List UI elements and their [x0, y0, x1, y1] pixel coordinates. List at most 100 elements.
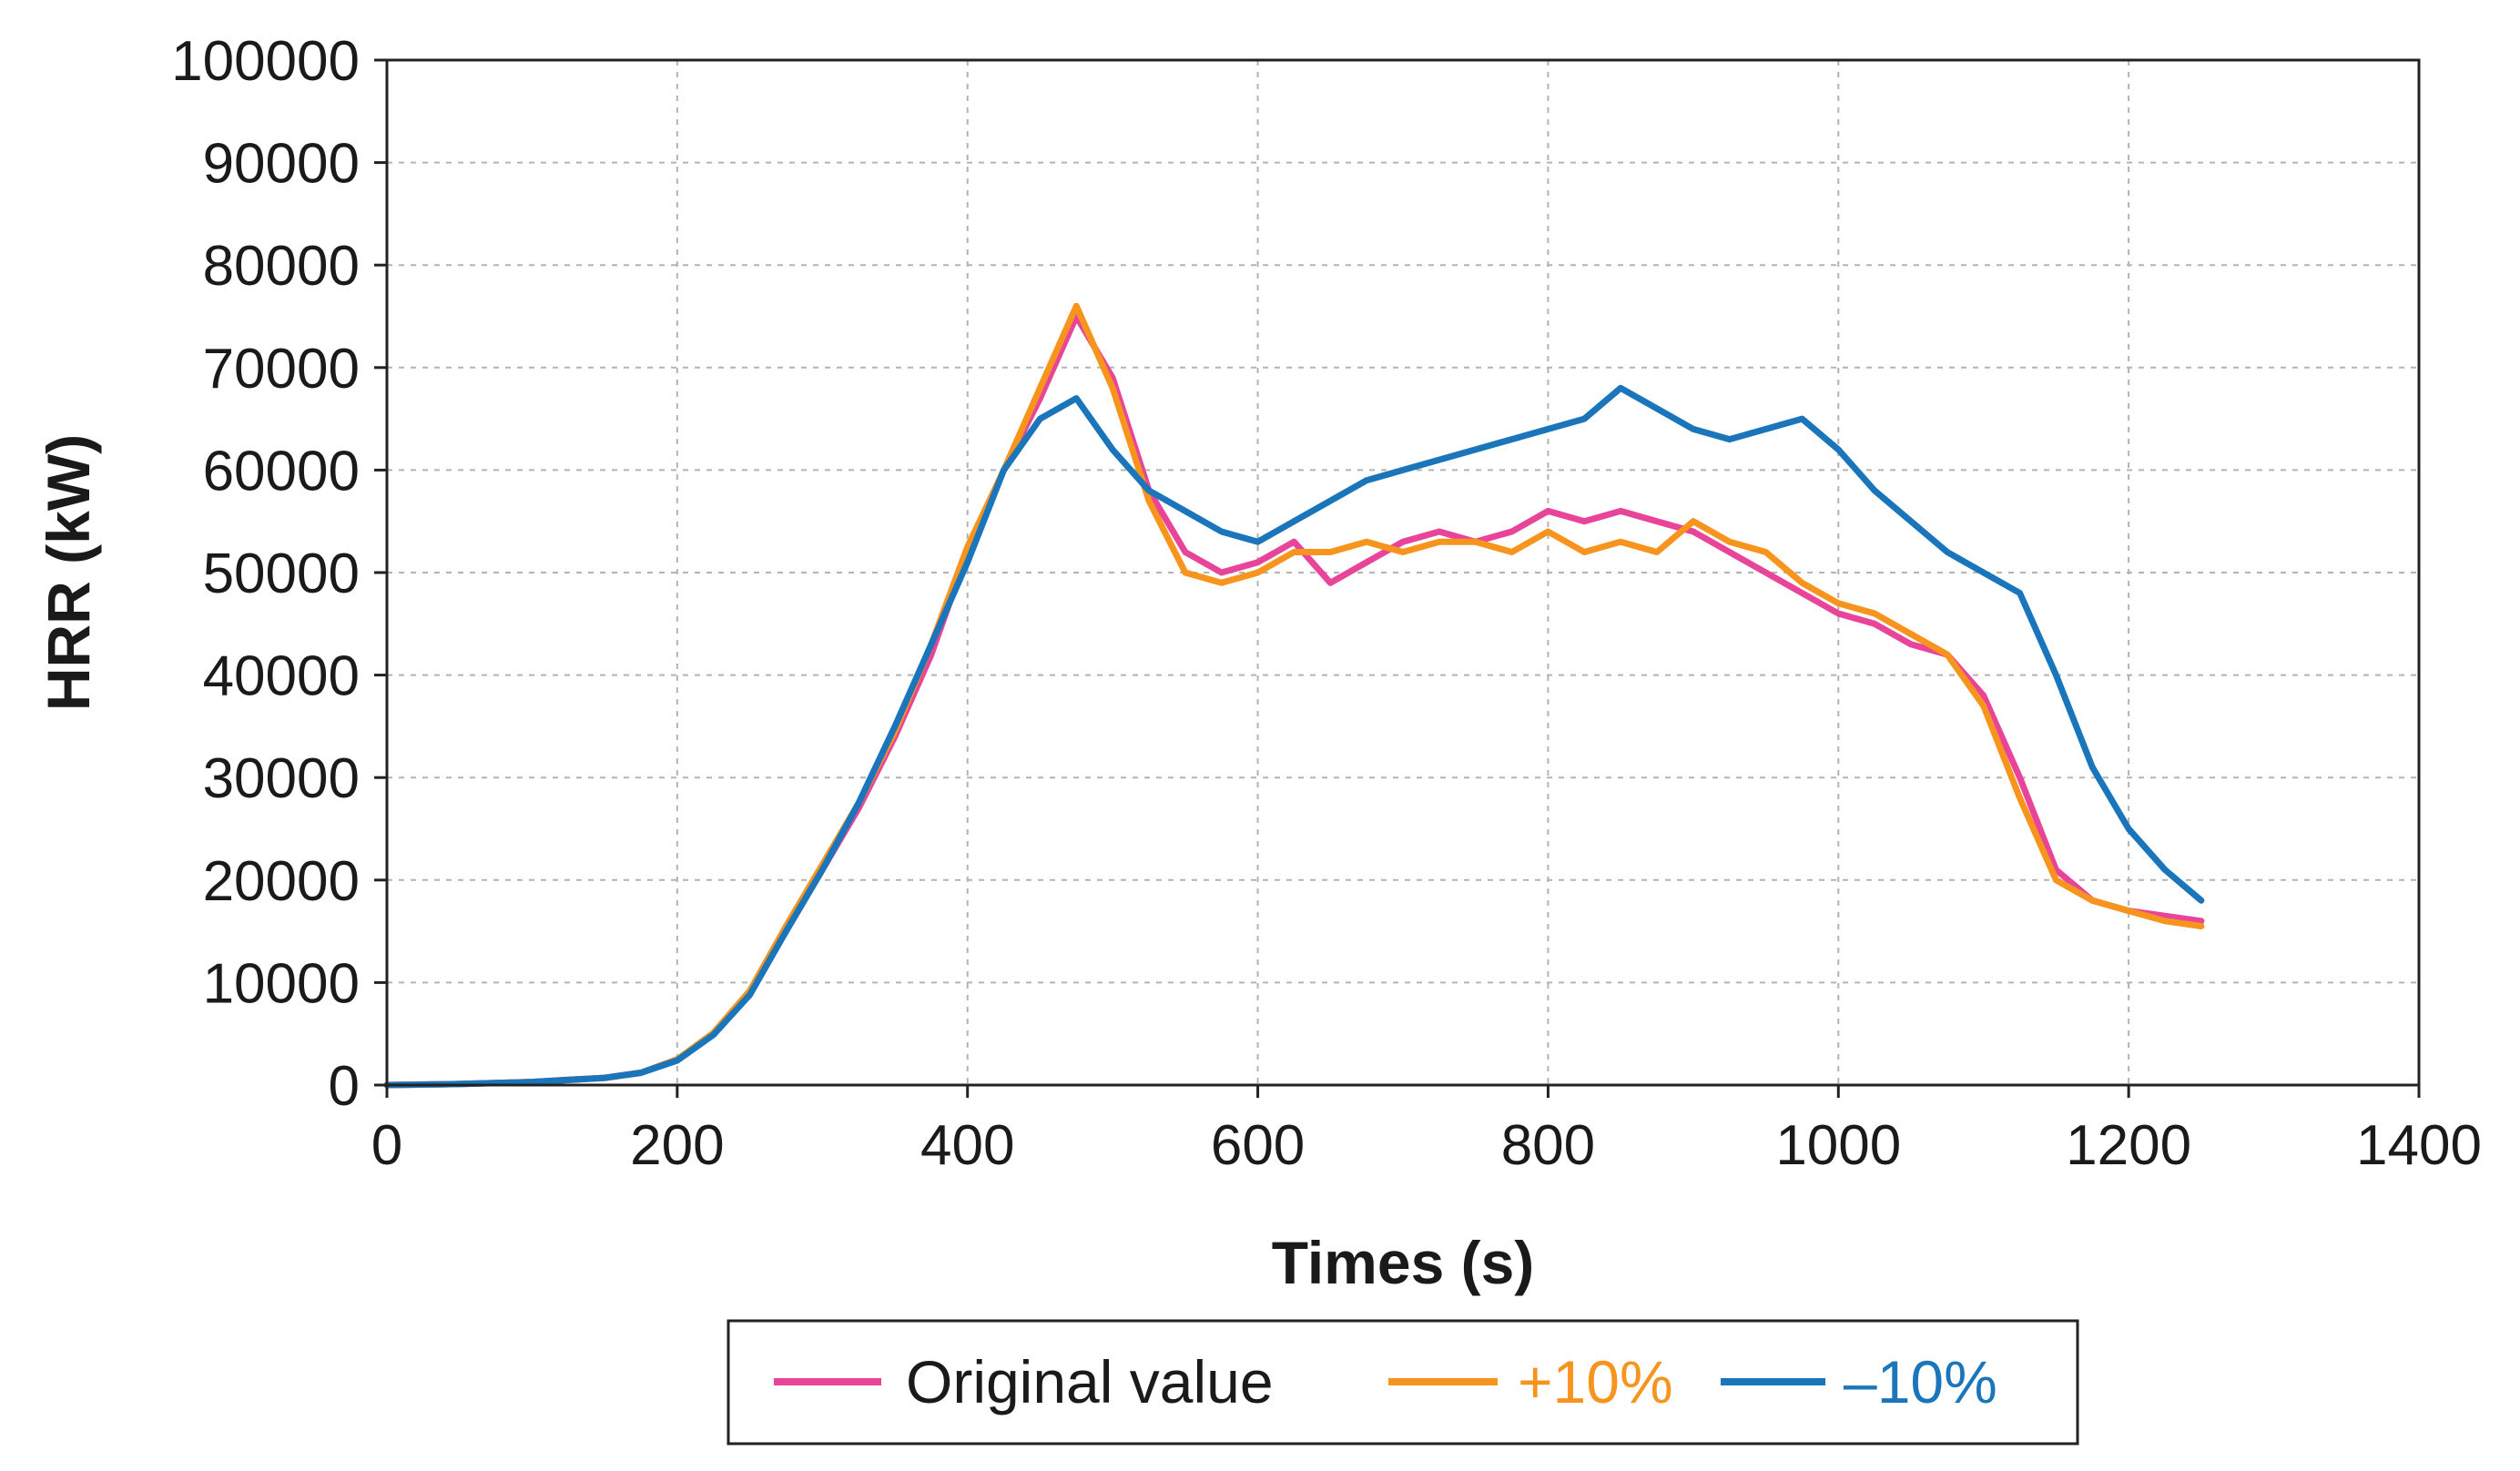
series-2-point	[1218, 529, 1224, 534]
series-1-point	[1364, 539, 1370, 545]
series-line-0	[383, 313, 2205, 1089]
series-1-point	[1110, 385, 1116, 391]
series-0-point	[1255, 559, 1261, 565]
series-0-point	[1654, 518, 1660, 524]
y-tick-label: 10000	[203, 952, 360, 1015]
legend-label-original-value: Original value	[906, 1348, 1274, 1415]
legend-label-plus-10: +10%	[1518, 1348, 1673, 1415]
series-0-point	[1218, 570, 1224, 575]
series-2-point	[1255, 539, 1261, 545]
y-tick-label: 20000	[203, 850, 360, 913]
series-1-point	[964, 543, 970, 550]
series-2-point	[529, 1079, 535, 1085]
series-2-point	[1872, 487, 1878, 493]
series-0-point	[1980, 693, 1987, 699]
series-1-point	[2198, 923, 2204, 929]
series-1-point	[1581, 549, 1588, 555]
series-0-point	[1799, 590, 1805, 596]
series-1-point	[1146, 498, 1152, 504]
series-1-point	[2162, 918, 2168, 924]
series-1-point	[1944, 652, 1950, 658]
series-0-point	[1545, 508, 1551, 514]
series-2-point	[1581, 416, 1588, 422]
y-axis-ticks: 0 10000 20000 30000 40000 50000 60000 70000 8000…	[171, 30, 387, 1118]
series-2-point	[819, 867, 826, 873]
series-1-point	[1182, 570, 1188, 575]
x-axis-ticks: 0 200 400 600 800 1000 1200 1400	[371, 1085, 2482, 1177]
grid-lines	[387, 60, 2419, 1085]
y-tick-label: 80000	[203, 235, 360, 298]
series-0-point	[1436, 529, 1442, 534]
series-2-point	[1618, 385, 1624, 391]
y-tick-label: 50000	[203, 543, 360, 605]
series-2-point	[602, 1075, 608, 1081]
series-1-point	[1654, 549, 1660, 555]
x-tick-label: 400	[920, 1114, 1014, 1177]
series-1-point	[1073, 303, 1080, 309]
series-2-point	[783, 928, 789, 935]
series-2-point	[1908, 518, 1914, 524]
series-1-point	[1400, 549, 1406, 555]
legend-label-minus-10: –10%	[1844, 1348, 1997, 1415]
series-0-point	[1509, 529, 1515, 534]
series-2-point	[1545, 426, 1551, 432]
y-tick-label: 60000	[203, 440, 360, 502]
series-2-point	[1944, 549, 1950, 555]
plot-frame	[385, 58, 2421, 1087]
series-2-point	[1654, 405, 1660, 411]
series-2-point	[856, 800, 862, 807]
series-2-point	[1690, 426, 1696, 432]
series-0-point	[1872, 621, 1878, 627]
series-1-point	[2053, 877, 2059, 883]
series-2-point	[2198, 898, 2204, 904]
series-2-point	[1146, 487, 1152, 493]
series-2-point	[1037, 416, 1043, 422]
x-tick-label: 1400	[2356, 1114, 2482, 1177]
series-1-point	[1545, 529, 1551, 534]
y-tick-label: 70000	[203, 338, 360, 401]
series-2-point	[964, 559, 970, 565]
series-1-point	[1799, 580, 1805, 586]
series-1-point	[2126, 908, 2132, 914]
series-0-point	[1835, 611, 1842, 616]
y-tick-label: 100000	[171, 30, 360, 93]
x-tick-label: 600	[1211, 1114, 1305, 1177]
series-2-point	[1436, 457, 1442, 463]
x-tick-label: 1000	[1775, 1114, 1901, 1177]
y-tick-label: 40000	[203, 645, 360, 708]
series-2-point	[1799, 416, 1805, 422]
series-2-point	[747, 991, 753, 998]
series-2-point	[2053, 672, 2059, 678]
series-2-point	[928, 641, 934, 647]
y-tick-label: 90000	[203, 133, 360, 196]
series-2-point	[1182, 508, 1188, 514]
series-0-point	[1182, 549, 1188, 555]
series-2-point	[638, 1070, 644, 1076]
series-2-point	[1763, 426, 1769, 432]
series-0-point	[1763, 570, 1769, 575]
series-1-point	[1255, 570, 1261, 575]
x-tick-label: 200	[630, 1114, 724, 1177]
series-2-point	[1001, 467, 1007, 473]
series-1-point	[1218, 580, 1224, 586]
series-1-point	[1436, 539, 1442, 545]
series-1-point	[1872, 611, 1878, 616]
series-0-point	[1291, 539, 1297, 545]
series-2-point	[1726, 436, 1732, 442]
series-0-point	[1690, 529, 1696, 534]
x-tick-label: 0	[371, 1114, 402, 1177]
y-tick-label: 30000	[203, 747, 360, 810]
series-2-point	[1980, 570, 1987, 575]
series-2-point	[2017, 590, 2023, 596]
series-2-point	[710, 1031, 716, 1038]
series-1-point	[1472, 539, 1478, 545]
series-0-point	[1327, 580, 1334, 586]
series-0-point	[1908, 641, 1914, 647]
series-1-point	[1509, 549, 1515, 555]
series-0-point	[1618, 508, 1624, 514]
series-0-point	[1581, 518, 1588, 524]
series-0-point	[1726, 549, 1732, 555]
series-0-point	[2017, 775, 2023, 781]
x-tick-label: 800	[1501, 1114, 1595, 1177]
